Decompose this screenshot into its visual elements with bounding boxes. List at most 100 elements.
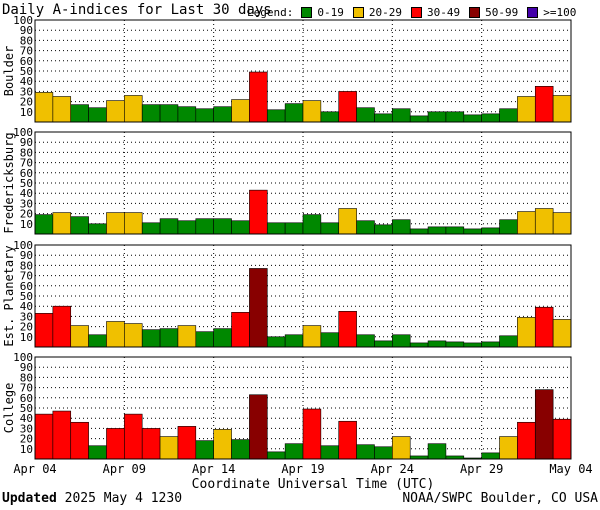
y-tick-label: 30 xyxy=(20,422,33,435)
y-tick-label: 60 xyxy=(20,280,33,293)
legend-item-label: 30-49 xyxy=(426,5,461,19)
bar xyxy=(213,429,232,460)
y-tick-label: 60 xyxy=(20,167,33,180)
x-axis-label: Coordinate Universal Time (UTC) xyxy=(192,477,435,492)
source-label: NOAA/SWPC Boulder, CO USA xyxy=(402,491,598,506)
bar xyxy=(481,341,500,348)
y-tick-label: 30 xyxy=(20,310,33,323)
y-tick-label: 40 xyxy=(20,300,33,313)
y-tick-label: 100 xyxy=(13,239,33,252)
bar xyxy=(552,95,572,123)
legend-swatch xyxy=(352,6,364,18)
x-tick-label: Apr 24 xyxy=(371,462,414,476)
bar xyxy=(52,410,72,460)
bar xyxy=(231,220,250,235)
y-tick-label: 40 xyxy=(20,75,33,88)
bar xyxy=(284,334,304,348)
bar xyxy=(88,445,107,460)
bar xyxy=(195,440,214,460)
legend-item-50-99: 50-99 xyxy=(469,6,518,19)
bar xyxy=(338,91,357,123)
bar xyxy=(231,312,250,348)
bar xyxy=(463,228,482,235)
bar xyxy=(213,106,232,123)
bar xyxy=(284,103,304,123)
bar xyxy=(70,216,89,235)
bar xyxy=(463,114,482,123)
y-tick-label: 10 xyxy=(20,106,33,119)
bar xyxy=(34,413,54,460)
legend-item-label: >=100 xyxy=(543,5,577,19)
bar xyxy=(445,341,465,348)
bar xyxy=(356,334,375,348)
legend: Legend: 0-19 20-29 30-49 50-99 >=100 xyxy=(247,5,585,19)
y-tick-label: 90 xyxy=(20,136,33,149)
bar xyxy=(124,212,143,235)
bar xyxy=(213,218,232,235)
y-tick-label: 10 xyxy=(20,443,33,456)
y-tick-label: 50 xyxy=(20,290,33,303)
bar xyxy=(302,325,322,348)
series-label: College xyxy=(2,383,16,434)
legend-item-20-29: 20-29 xyxy=(352,6,402,19)
bar xyxy=(481,452,500,460)
bar xyxy=(338,208,357,235)
bar xyxy=(88,107,107,123)
bar xyxy=(88,223,107,235)
bar xyxy=(284,222,304,235)
bar xyxy=(141,104,161,123)
bar xyxy=(517,96,536,123)
chart-title: Daily A-indices for Last 30 days xyxy=(2,2,272,18)
bar xyxy=(374,340,393,348)
bar xyxy=(249,394,268,460)
bar xyxy=(124,95,143,123)
bar xyxy=(231,99,250,123)
bar xyxy=(356,444,375,460)
y-tick-label: 50 xyxy=(20,65,33,78)
y-tick-label: 30 xyxy=(20,197,33,210)
y-tick-label: 60 xyxy=(20,392,33,405)
y-tick-label: 80 xyxy=(20,34,33,47)
y-tick-label: 40 xyxy=(20,412,33,425)
series-label: Boulder xyxy=(2,46,16,97)
bar xyxy=(141,428,161,460)
y-tick-label: 70 xyxy=(20,157,33,170)
bar xyxy=(177,426,197,460)
bar xyxy=(320,445,340,460)
bar xyxy=(106,212,125,235)
bar xyxy=(445,111,465,123)
y-tick-label: 100 xyxy=(13,126,33,139)
series-label: Est. Planetary xyxy=(2,245,16,346)
legend-swatch xyxy=(410,6,422,18)
bar xyxy=(374,224,393,235)
bar xyxy=(141,222,161,235)
y-tick-label: 20 xyxy=(20,433,33,446)
y-tick-label: 10 xyxy=(20,331,33,344)
bar xyxy=(177,220,197,235)
bar xyxy=(302,100,322,123)
y-tick-label: 100 xyxy=(13,351,33,364)
bar xyxy=(249,71,268,123)
y-tick-label: 30 xyxy=(20,85,33,98)
updated-timestamp: Updated 2025 May 4 1230 xyxy=(2,491,182,506)
bar xyxy=(195,331,214,348)
panel-frame xyxy=(34,244,572,348)
bar xyxy=(141,329,161,348)
bar xyxy=(159,218,179,235)
legend-item-0-19: 0-19 xyxy=(301,6,344,19)
bar xyxy=(356,107,375,123)
bar xyxy=(320,222,340,235)
bar xyxy=(195,108,214,123)
legend-item-30-49: 30-49 xyxy=(410,5,461,19)
bar xyxy=(195,218,214,235)
bar xyxy=(552,212,572,235)
y-tick-label: 90 xyxy=(20,24,33,37)
bar xyxy=(231,439,250,460)
y-tick-label: 100 xyxy=(13,14,33,27)
bar xyxy=(517,421,536,460)
bar xyxy=(34,214,54,235)
bar xyxy=(52,96,72,123)
y-tick-label: 70 xyxy=(20,382,33,395)
bar xyxy=(249,268,268,348)
bar xyxy=(284,443,304,460)
